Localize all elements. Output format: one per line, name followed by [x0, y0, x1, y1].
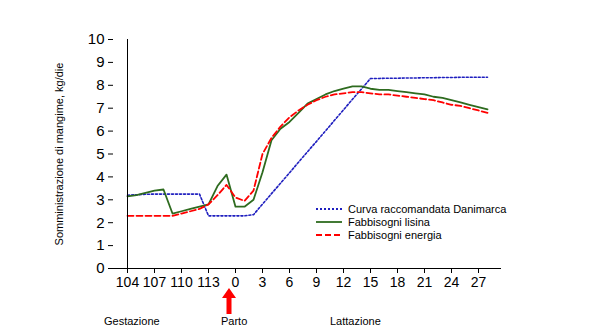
svg-text:3: 3 [259, 274, 267, 290]
svg-text:4: 4 [96, 168, 104, 185]
svg-text:12: 12 [336, 274, 352, 290]
html-text:Curva raccomandata Danimarca: Curva raccomandata Danimarca [348, 202, 507, 215]
svg-text:0: 0 [232, 274, 240, 290]
svg-text:21: 21 [417, 274, 433, 290]
svg-text:24: 24 [444, 274, 460, 290]
svg-text:18: 18 [390, 274, 406, 290]
html-text:Gestazione: Gestazione [104, 315, 160, 327]
svg-text:8: 8 [96, 76, 104, 93]
svg-text:107: 107 [143, 274, 167, 290]
svg-text:27: 27 [471, 274, 487, 290]
svg-text:6: 6 [96, 122, 104, 139]
html-text:Parto: Parto [221, 315, 248, 327]
svg-text:5: 5 [96, 145, 104, 162]
html-text:Lattazione: Lattazione [330, 315, 381, 327]
svg-text:110: 110 [170, 274, 193, 290]
svg-text:15: 15 [363, 274, 379, 290]
svg-text:1: 1 [96, 236, 104, 253]
svg-text:Somministrazione di mangime, k: Somministrazione di mangime, kg/die [53, 63, 65, 246]
svg-text:2: 2 [96, 214, 104, 231]
svg-text:6: 6 [286, 274, 294, 290]
svg-text:9: 9 [96, 53, 104, 70]
svg-text:0: 0 [96, 259, 104, 276]
html-text:Fabbisogni lisina: Fabbisogni lisina [348, 215, 430, 228]
svg-text:9: 9 [313, 274, 321, 290]
svg-text:10: 10 [88, 30, 105, 47]
html-text:Fabbisogni energia: Fabbisogni energia [348, 228, 442, 241]
svg-text:104: 104 [116, 274, 140, 290]
svg-text:7: 7 [96, 99, 104, 116]
svg-text:113: 113 [197, 274, 220, 290]
svg-text:3: 3 [96, 191, 104, 208]
